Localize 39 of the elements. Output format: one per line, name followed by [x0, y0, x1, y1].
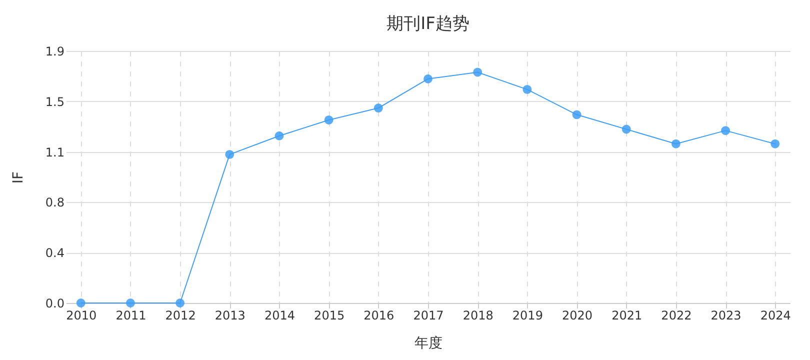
point	[76, 298, 86, 308]
point	[622, 124, 631, 134]
x-tick-label: 2014	[264, 308, 296, 322]
point	[473, 68, 482, 77]
point	[424, 74, 432, 84]
point	[374, 104, 383, 112]
x-tick-label: 2011	[116, 308, 146, 322]
y-tick-label: 1.5	[45, 94, 64, 109]
point	[671, 139, 680, 148]
point	[176, 298, 185, 308]
point	[324, 116, 334, 124]
point	[274, 131, 284, 140]
x-tick-label: 2017	[413, 308, 444, 322]
point	[721, 126, 730, 136]
x-tick-label: 2019	[512, 308, 543, 322]
y-tick-label: 0.0	[45, 296, 64, 310]
x-tick-label: 2022	[661, 308, 692, 322]
x-tick-label: 2021	[612, 308, 642, 322]
point	[126, 298, 135, 308]
point	[522, 85, 532, 94]
x-tick-label: 2010	[66, 308, 97, 322]
chart-title: 期刊IF趋势	[386, 14, 470, 34]
x-tick-label: 2020	[562, 308, 593, 322]
x-tick-label: 2015	[314, 308, 345, 322]
y-axis-title: IF	[10, 171, 26, 184]
y-tick-label: 1.1	[45, 145, 64, 160]
x-tick-label: 2024	[760, 308, 791, 322]
y-tick-label: 0.4	[45, 246, 64, 260]
point	[572, 110, 582, 120]
point	[770, 139, 780, 148]
x-tick-label: 2023	[710, 308, 742, 322]
x-tick-label: 2013	[214, 308, 246, 322]
x-tick-label: 2018	[462, 308, 494, 322]
x-tick-label: 2016	[364, 308, 394, 322]
y-tick-label: 0.8	[45, 196, 64, 210]
x-axis-title: 年度	[414, 336, 442, 352]
y-tick-label: 1.9	[45, 44, 64, 58]
x-tick-label: 2012	[165, 308, 196, 322]
point	[225, 150, 234, 159]
